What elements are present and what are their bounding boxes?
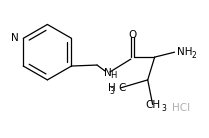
Text: H: H xyxy=(110,71,116,80)
Text: N: N xyxy=(104,68,112,78)
Text: 3: 3 xyxy=(110,87,115,96)
Text: 2: 2 xyxy=(191,51,196,60)
Text: H: H xyxy=(108,83,116,93)
Text: 3: 3 xyxy=(162,104,167,113)
Text: N: N xyxy=(11,33,18,43)
Text: NH: NH xyxy=(177,47,192,57)
Text: CH: CH xyxy=(145,100,160,110)
Text: HCl: HCl xyxy=(172,103,190,113)
Text: O: O xyxy=(129,30,137,40)
Text: C: C xyxy=(119,83,126,93)
